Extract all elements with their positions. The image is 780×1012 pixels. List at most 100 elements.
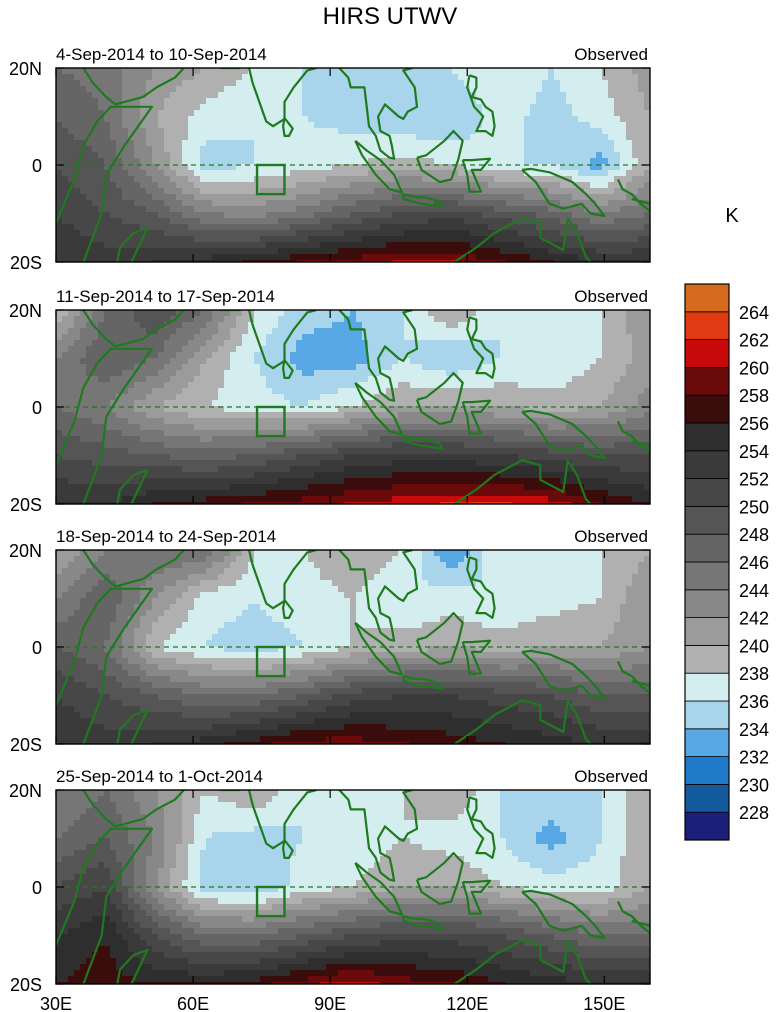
heat-cell — [638, 388, 645, 395]
heat-cell — [452, 352, 459, 359]
heat-cell — [344, 394, 351, 401]
heat-cell — [362, 218, 369, 225]
heat-cell — [218, 346, 225, 353]
heat-cell — [278, 182, 285, 189]
heat-cell — [428, 340, 435, 347]
heat-cell — [296, 376, 303, 383]
heat-cell — [242, 316, 249, 323]
heat-cell — [434, 346, 441, 353]
heat-cell — [176, 146, 183, 153]
heat-cell — [98, 140, 105, 147]
heat-cell — [278, 334, 285, 341]
heat-cell — [248, 236, 255, 243]
heat-cell — [428, 218, 435, 225]
heat-cell — [158, 352, 165, 359]
heat-cell — [518, 346, 525, 353]
heat-cell — [80, 188, 87, 195]
heat-cell — [398, 328, 405, 335]
heat-cell — [314, 74, 321, 81]
heat-cell — [314, 146, 321, 153]
heat-cell — [368, 400, 375, 407]
heat-cell — [386, 352, 393, 359]
heat-cell — [206, 122, 213, 129]
heat-cell — [260, 116, 267, 123]
heat-cell — [428, 316, 435, 323]
heat-cell — [326, 164, 333, 171]
heat-cell — [326, 346, 333, 353]
heat-cell — [602, 364, 609, 371]
heat-cell — [410, 176, 417, 183]
heat-cell — [290, 346, 297, 353]
heat-cell — [314, 236, 321, 243]
heat-cell — [182, 370, 189, 377]
heat-cell — [110, 242, 117, 249]
heat-cell — [422, 134, 429, 141]
heat-cell — [584, 128, 591, 135]
heat-cell — [80, 254, 87, 261]
heat-cell — [386, 394, 393, 401]
heat-cell — [326, 224, 333, 231]
heat-cell — [452, 152, 459, 159]
heat-cell — [92, 170, 99, 177]
heat-cell — [86, 322, 93, 329]
heat-cell — [248, 230, 255, 237]
heat-cell — [266, 134, 273, 141]
heat-cell — [392, 104, 399, 111]
heat-cell — [602, 164, 609, 171]
heat-cell — [404, 406, 411, 413]
heat-cell — [596, 74, 603, 81]
heat-cell — [110, 110, 117, 117]
heat-cell — [428, 110, 435, 117]
heat-cell — [344, 176, 351, 183]
heat-cell — [548, 224, 555, 231]
heat-cell — [212, 248, 219, 255]
heat-cell — [110, 122, 117, 129]
heat-cell — [104, 116, 111, 123]
heat-cell — [320, 230, 327, 237]
heat-cell — [278, 224, 285, 231]
heat-cell — [62, 322, 69, 329]
heat-cell — [380, 170, 387, 177]
heat-cell — [590, 182, 597, 189]
heat-cell — [536, 364, 543, 371]
heat-cell — [596, 236, 603, 243]
heat-cell — [110, 334, 117, 341]
heat-cell — [614, 394, 621, 401]
heat-cell — [434, 248, 441, 255]
heat-cell — [434, 212, 441, 219]
heat-cell — [80, 346, 87, 353]
heat-cell — [638, 254, 645, 261]
heat-cell — [458, 352, 465, 359]
heat-cell — [428, 224, 435, 231]
heat-cell — [386, 310, 393, 317]
heat-cell — [542, 388, 549, 395]
heat-cell — [410, 352, 417, 359]
heat-cell — [488, 346, 495, 353]
heat-cell — [530, 68, 537, 75]
heat-cell — [434, 376, 441, 383]
heat-cell — [140, 352, 147, 359]
heat-cell — [146, 364, 153, 371]
heat-cell — [248, 158, 255, 165]
heat-cell — [320, 158, 327, 165]
heat-cell — [260, 316, 267, 323]
heat-cell — [632, 188, 639, 195]
heat-cell — [428, 394, 435, 401]
heat-cell — [188, 152, 195, 159]
heat-cell — [182, 340, 189, 347]
heat-cell — [224, 364, 231, 371]
heat-cell — [410, 152, 417, 159]
heat-cell — [104, 254, 111, 261]
heat-cell — [134, 74, 141, 81]
heat-cell — [386, 122, 393, 129]
heat-cell — [176, 74, 183, 81]
heat-cell — [284, 346, 291, 353]
heat-cell — [272, 310, 279, 317]
heat-cell — [560, 68, 567, 75]
heat-cell — [200, 128, 207, 135]
heat-cell — [164, 176, 171, 183]
heat-cell — [266, 68, 273, 75]
heat-cell — [80, 310, 87, 317]
heat-cell — [476, 104, 483, 111]
heat-cell — [164, 110, 171, 117]
